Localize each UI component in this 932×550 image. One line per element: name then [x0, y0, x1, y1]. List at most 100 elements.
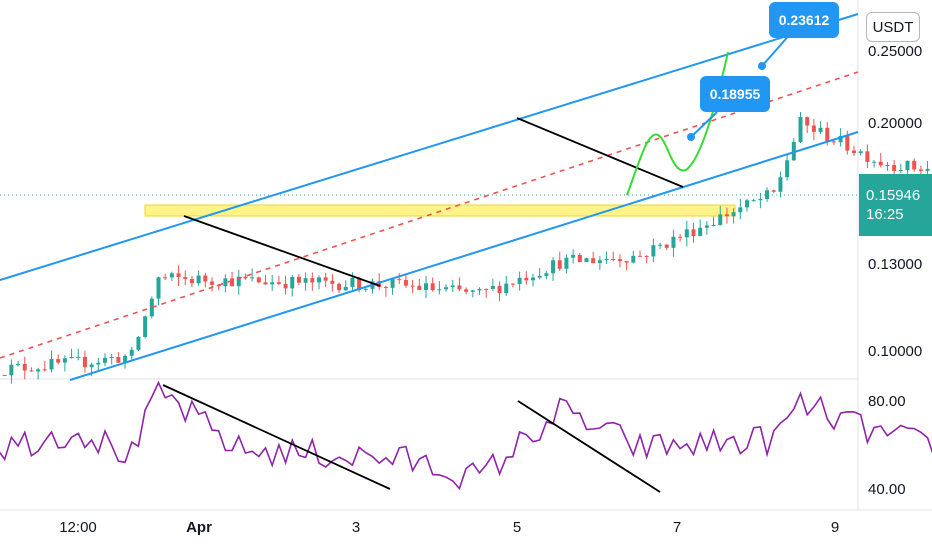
candle-body [638, 255, 642, 257]
candle-body [403, 280, 408, 286]
candle-body [22, 363, 27, 371]
candle-body [624, 261, 629, 263]
candle-body [377, 281, 382, 287]
candle-body [490, 285, 495, 289]
candle-body [103, 357, 107, 363]
candle-body [236, 276, 241, 287]
candle-body [651, 245, 656, 257]
rsi-trendline-1[interactable] [162, 384, 391, 490]
candle-body [69, 357, 74, 359]
rsi-pane[interactable] [0, 380, 932, 493]
candle-body [544, 273, 549, 276]
candle-body [597, 260, 602, 264]
candle-body [357, 277, 362, 290]
rsi-tick-80: 80.00 [868, 393, 906, 410]
candles-group [2, 111, 930, 384]
candle-body [745, 200, 749, 208]
candle-body [918, 169, 923, 171]
candle-body [76, 356, 81, 358]
candle-body [49, 359, 54, 370]
candle-body [163, 277, 168, 279]
candle-body [658, 244, 663, 246]
candle-body [537, 275, 542, 278]
time-label-0: 12:00 [59, 519, 97, 536]
current-price-tag: 0.15946 16:25 [859, 174, 932, 236]
candle-body [644, 255, 649, 257]
candle-body [865, 151, 870, 162]
candle-body [778, 177, 783, 192]
candle-body [872, 161, 877, 163]
candle-body [531, 277, 535, 281]
channel-upper-line[interactable] [0, 13, 859, 281]
candle-body [230, 278, 235, 287]
candle-body [724, 214, 729, 217]
candle-body [664, 244, 669, 248]
candle-body [129, 349, 134, 356]
candle-body [437, 289, 442, 291]
candle-body [718, 214, 723, 225]
target-callout-high[interactable]: 0.23612 [769, 2, 839, 38]
price-trendline-1[interactable] [183, 215, 381, 287]
candle-body [317, 277, 321, 283]
time-label-4: 7 [673, 519, 681, 536]
time-label-3: 5 [513, 519, 521, 536]
currency-badge[interactable]: USDT [866, 12, 920, 42]
candle-body [283, 283, 288, 289]
candle-body [256, 277, 261, 283]
candle-body [116, 357, 121, 363]
candle-body [791, 141, 796, 161]
candle-body [604, 258, 609, 261]
candle-body [296, 276, 301, 283]
candle-body [845, 135, 850, 151]
candle-body [577, 254, 582, 263]
candle-body [290, 276, 295, 289]
price-trendline-2[interactable] [516, 117, 684, 188]
candle-body [350, 277, 355, 287]
candle-body [16, 363, 21, 365]
candle-body [56, 359, 61, 363]
candle-body [444, 287, 449, 290]
current-price-value: 0.15946 [866, 187, 921, 204]
candle-body [330, 280, 335, 284]
price-tick-1: 0.20000 [868, 115, 922, 132]
price-tick-2: 0.13000 [868, 256, 922, 273]
channel-lower-line[interactable] [69, 131, 859, 381]
candle-body [430, 283, 435, 291]
candle-body [450, 285, 455, 288]
candle-body [765, 190, 770, 200]
candle-body [470, 290, 475, 292]
rsi-trendline-2[interactable] [517, 400, 661, 493]
candle-body [2, 375, 7, 377]
candle-body [564, 257, 569, 269]
candle-body [109, 357, 114, 359]
price-pane[interactable] [0, 13, 932, 384]
candle-body [203, 275, 208, 282]
candle-body [183, 277, 188, 279]
projection-path[interactable] [626, 51, 729, 196]
candle-body [925, 168, 930, 171]
candle-body [270, 282, 275, 285]
candle-body [123, 355, 128, 363]
candle-body [484, 288, 489, 290]
candle-body [691, 229, 696, 237]
candle-body [136, 336, 141, 350]
rsi-line [0, 380, 932, 491]
candle-body [303, 278, 308, 283]
candle-body [390, 279, 395, 288]
candle-body [912, 160, 917, 170]
candle-body [196, 275, 201, 284]
candle-body [89, 364, 94, 368]
candle-body [337, 283, 342, 291]
candle-body [243, 276, 248, 279]
candle-body [276, 282, 281, 284]
candle-body [363, 288, 368, 290]
candle-body [571, 254, 576, 258]
candle-body [457, 285, 462, 290]
candle-body [464, 289, 469, 292]
candle-body [617, 259, 622, 262]
price-tick-3: 0.10000 [868, 343, 922, 360]
candle-body [611, 258, 616, 260]
target-callout-mid[interactable]: 0.18955 [700, 76, 770, 112]
channel-midline[interactable] [0, 71, 859, 359]
